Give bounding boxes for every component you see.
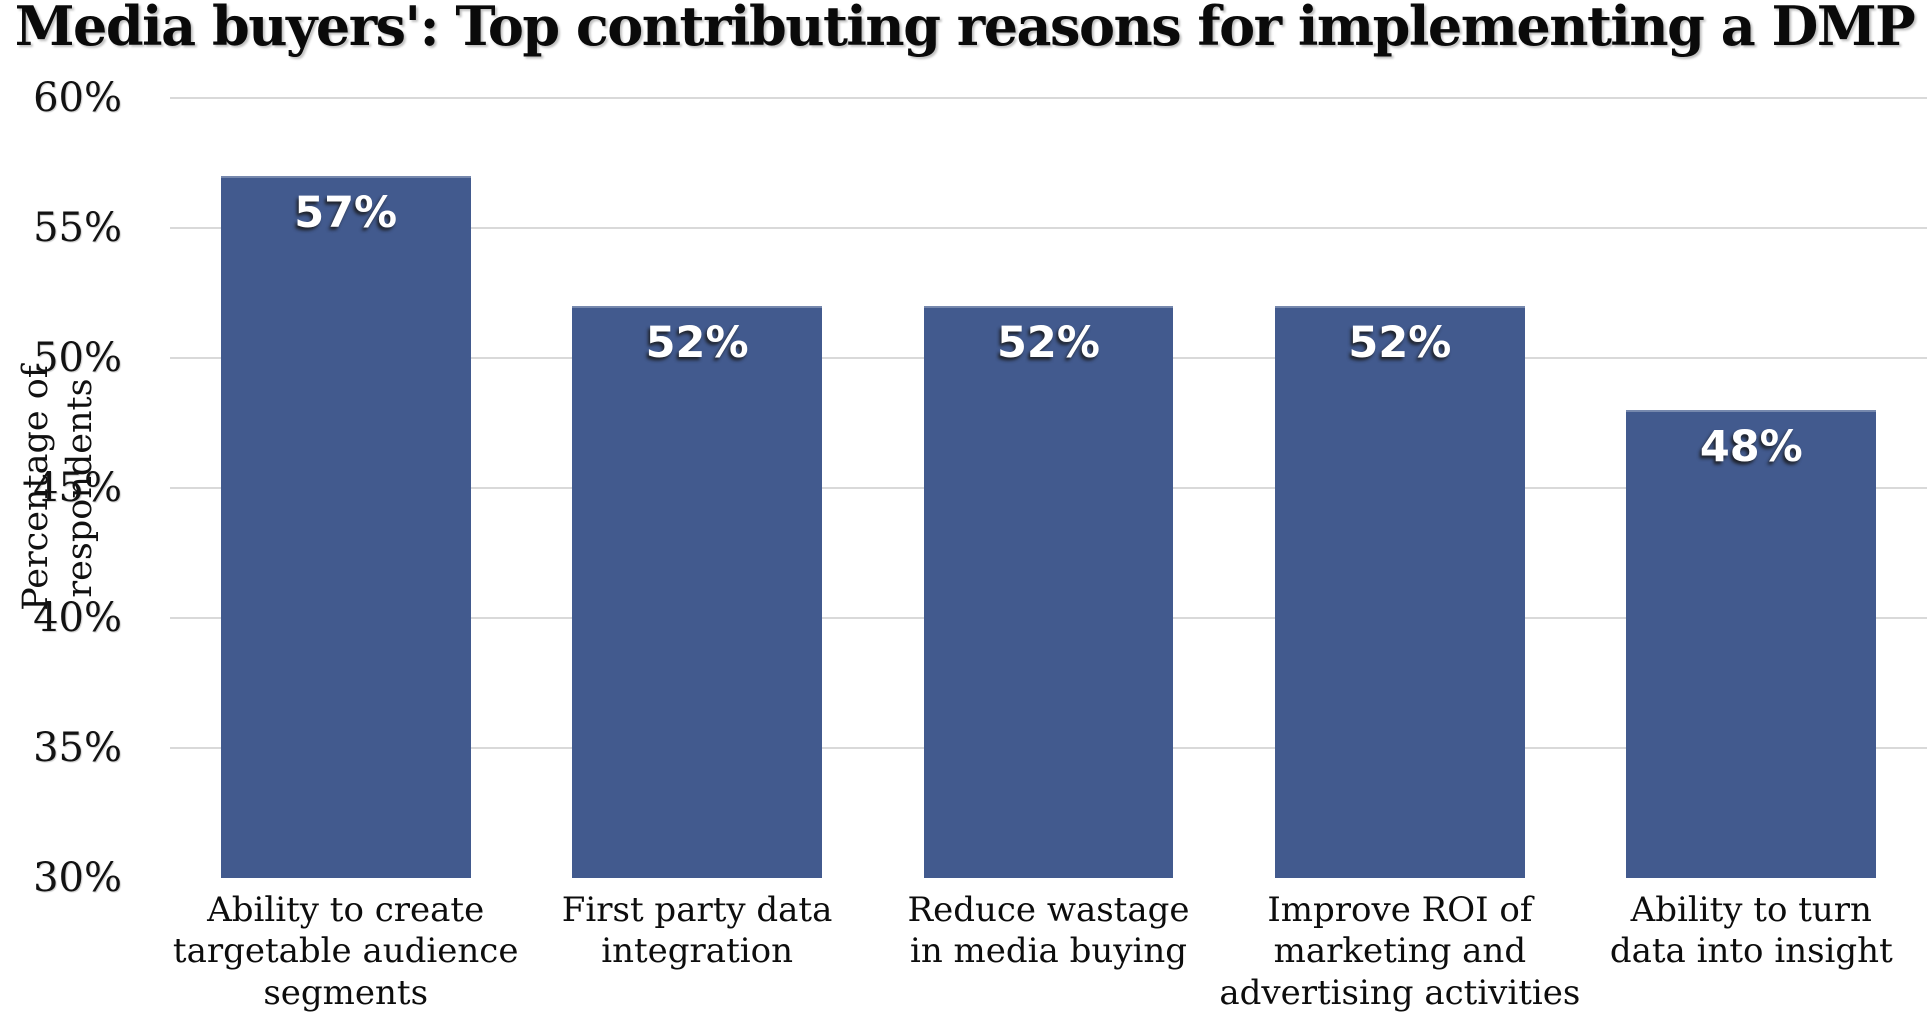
gridline-60 (170, 97, 1927, 99)
bar-value-label-1: 57% (294, 188, 398, 238)
y-tick-label-35: 35% (33, 725, 122, 771)
y-tick-label-50: 50% (33, 335, 122, 381)
bar-value-label-2: 52% (645, 318, 749, 368)
category-label-3: Reduce wastage in media buying (907, 890, 1190, 972)
bar-2: 52% (572, 306, 823, 878)
category-label-1: Ability to create targetable audience se… (172, 890, 519, 1012)
category-label-4: Improve ROI of marketing and advertising… (1219, 890, 1581, 1012)
y-tick-label-30: 30% (33, 855, 122, 901)
x-axis-labels: Ability to create targetable audience se… (170, 890, 1927, 1012)
bar-3: 52% (923, 306, 1174, 878)
category-label-5: Ability to turn data into insight (1609, 890, 1893, 972)
chart-title: Media buyers': Top contributing reasons … (14, 0, 1916, 58)
bar-4: 52% (1274, 306, 1525, 878)
y-tick-label-40: 40% (33, 595, 122, 641)
y-tick-label-60: 60% (33, 75, 122, 121)
bar-1: 57% (220, 176, 471, 878)
plot-area: 57% 52% 52% 52% 48% (170, 97, 1927, 878)
category-label-2: First party data integration (561, 890, 833, 972)
bar-5: 48% (1626, 410, 1877, 878)
bar-value-label-5: 48% (1699, 422, 1803, 472)
bar-value-label-3: 52% (997, 318, 1100, 368)
gridline-55 (170, 226, 1927, 229)
y-tick-label-55: 55% (33, 205, 122, 251)
y-tick-label-45: 45% (33, 465, 122, 511)
bar-value-label-4: 52% (1348, 318, 1452, 368)
